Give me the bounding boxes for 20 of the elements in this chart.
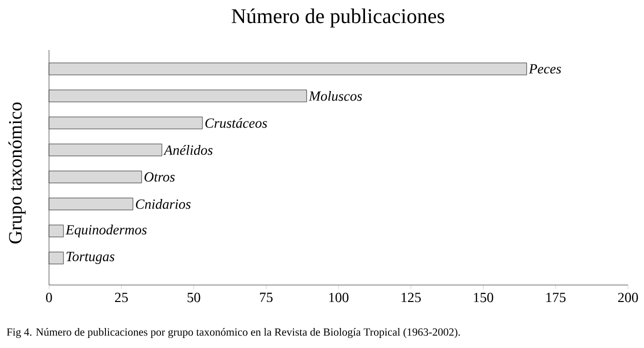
y-tick-label: Otros <box>144 172 175 182</box>
y-tick-label: Anélidos <box>163 145 212 155</box>
y-axis-title: Grupo taxonómico <box>8 102 26 244</box>
y-tick-label: Cnidarios <box>136 199 191 209</box>
x-tick-label: 50 <box>188 292 200 302</box>
caption: Fig 4. Número de publicaciones por grupo taxonómico en la Revista de Biología Tropical (1963-2002). <box>6 328 460 338</box>
y-tick-label: Crustáceos <box>205 118 267 128</box>
x-tick-label: 25 <box>115 292 128 302</box>
y-tick-label: Peces <box>528 64 561 74</box>
y-tick-label: Moluscos <box>308 90 362 101</box>
x-tick-label: 100 <box>329 292 348 302</box>
x-tick-label: 175 <box>546 292 566 302</box>
x-tick-label: 0 <box>46 292 52 302</box>
y-tick-label: Tortugas <box>66 252 114 264</box>
x-tick-label: 125 <box>402 292 421 302</box>
x-tick-label: 200 <box>618 292 638 302</box>
x-tick-label: 75 <box>260 292 273 302</box>
y-tick-label: Equinodermos <box>66 224 147 238</box>
x-tick-label: 150 <box>474 292 494 302</box>
chart-title: Número de publicaciones <box>232 8 444 28</box>
